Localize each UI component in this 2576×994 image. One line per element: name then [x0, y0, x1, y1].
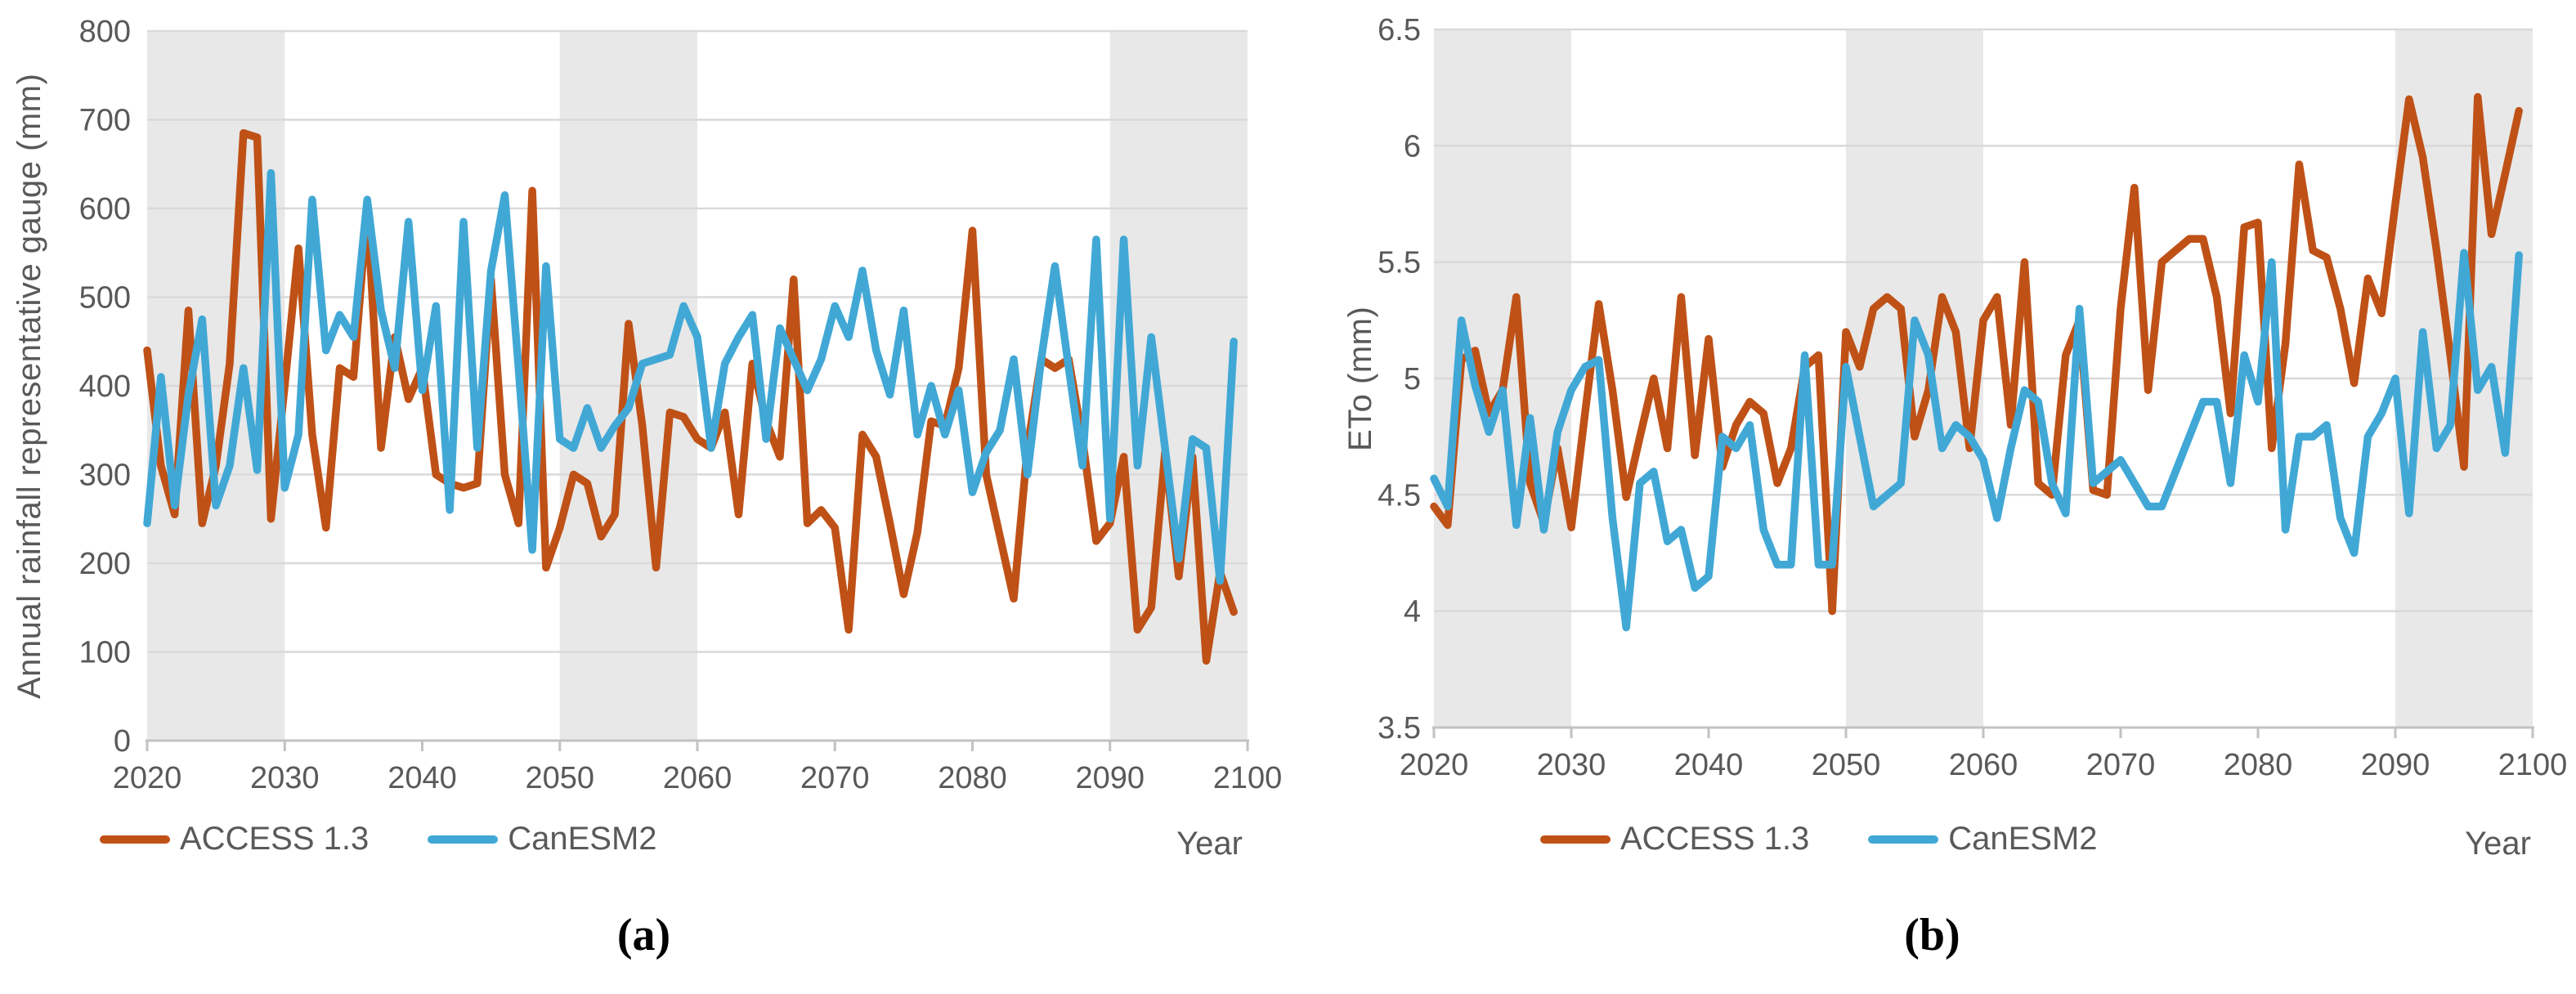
y-tick-label: 700 [79, 104, 131, 138]
x-axis-ticks [1432, 728, 2534, 738]
x-tick-labels: 2020 2030 2040 2050 2060 2070 2080 2090 2100 [113, 761, 1283, 795]
y-tick-label: 6 [1404, 129, 1421, 163]
legend-label-access13: ACCESS 1.3 [1620, 821, 1810, 857]
y-tick-label: 4.5 [1378, 478, 1421, 513]
x-tick-label: 2040 [388, 761, 457, 795]
x-tick-label: 2040 [1674, 748, 1744, 782]
rainfall-chart-plot: 2020 2030 2040 2050 2060 2070 2080 2090 2100 0 100… [79, 15, 1283, 795]
x-tick-label: 2070 [2086, 748, 2156, 782]
y-tick-label: 5.5 [1378, 246, 1421, 280]
rainfall-x-axis-title: Year [1176, 826, 1243, 862]
y-tick-label: 200 [79, 547, 131, 581]
y-tick-labels: 3.5 4 4.5 5 5.5 6 6.5 [1378, 13, 1421, 746]
rainfall-legend: ACCESS 1.3 CanESM2 [100, 821, 716, 857]
x-tick-label: 2060 [1949, 748, 2018, 782]
y-tick-label: 5 [1404, 362, 1421, 396]
y-tick-label: 3.5 [1378, 711, 1421, 746]
eto-chart-plot: 2020 2030 2040 2050 2060 2070 2080 2090 2100 3.5 4… [1378, 13, 2568, 782]
legend-label-canesm2: CanESM2 [1948, 821, 2098, 857]
y-tick-label: 500 [79, 281, 131, 316]
legend-label-access13: ACCESS 1.3 [180, 821, 370, 857]
legend-item-canesm2: CanESM2 [1868, 821, 2098, 857]
x-tick-label: 2030 [1537, 748, 1606, 782]
x-tick-label: 2090 [1075, 761, 1145, 795]
access13-line-swatch-icon [100, 835, 170, 844]
x-tick-label: 2020 [1400, 748, 1469, 782]
eto-y-axis-title: ETo (mm) [1342, 306, 1378, 451]
eto-x-axis-title: Year [2465, 826, 2531, 862]
legend-label-canesm2: CanESM2 [508, 821, 657, 857]
series-line-canesm2 [1430, 248, 2523, 632]
y-tick-label: 400 [79, 369, 131, 404]
y-tick-label: 0 [114, 724, 131, 759]
x-tick-label: 2050 [525, 761, 594, 795]
x-tick-label: 2100 [2498, 748, 2568, 782]
panel-rainfall: 2020 2030 2040 2050 2060 2070 2080 2090 2100 0 100… [11, 15, 1283, 960]
x-tick-label: 2080 [2224, 748, 2293, 782]
y-tick-label: 800 [79, 15, 131, 49]
x-tick-label: 2030 [250, 761, 320, 795]
x-tick-label: 2100 [1213, 761, 1283, 795]
x-tick-label: 2020 [113, 761, 182, 795]
eto-legend: ACCESS 1.3 CanESM2 [1540, 821, 2157, 857]
y-tick-label: 4 [1404, 595, 1421, 629]
x-tick-label: 2070 [800, 761, 870, 795]
x-tick-label: 2060 [663, 761, 732, 795]
series-line-access-1-3 [1430, 92, 2523, 616]
x-tick-labels: 2020 2030 2040 2050 2060 2070 2080 2090 2100 [1400, 748, 2568, 782]
access13-line-swatch-icon [1540, 835, 1611, 844]
y-tick-label: 6.5 [1378, 13, 1421, 47]
x-tick-label: 2080 [938, 761, 1007, 795]
rainfall-y-axis-title: Annual rainfall representative gauge (mm… [11, 73, 47, 699]
legend-item-canesm2: CanESM2 [428, 821, 657, 857]
panel-eto: 2020 2030 2040 2050 2060 2070 2080 2090 2100 3.5 4… [1288, 0, 2576, 994]
legend-item-access13: ACCESS 1.3 [100, 821, 369, 857]
series-line-canesm2 [143, 168, 1238, 585]
x-axis-ticks [146, 741, 1249, 751]
x-tick-label: 2090 [2361, 748, 2430, 782]
canesm2-line-swatch-icon [1868, 835, 1939, 844]
y-tick-label: 300 [79, 459, 131, 493]
y-tick-label: 100 [79, 636, 131, 670]
caption-a: (a) [616, 910, 671, 960]
x-tick-label: 2050 [1812, 748, 1881, 782]
series-line-access-1-3 [143, 129, 1238, 665]
y-tick-label: 600 [79, 192, 131, 226]
y-tick-labels: 0 100 200 300 400 500 600 700 800 [79, 15, 131, 759]
legend-item-access13: ACCESS 1.3 [1540, 821, 1809, 857]
canesm2-line-swatch-icon [428, 835, 499, 844]
caption-b: (b) [1904, 910, 1960, 960]
